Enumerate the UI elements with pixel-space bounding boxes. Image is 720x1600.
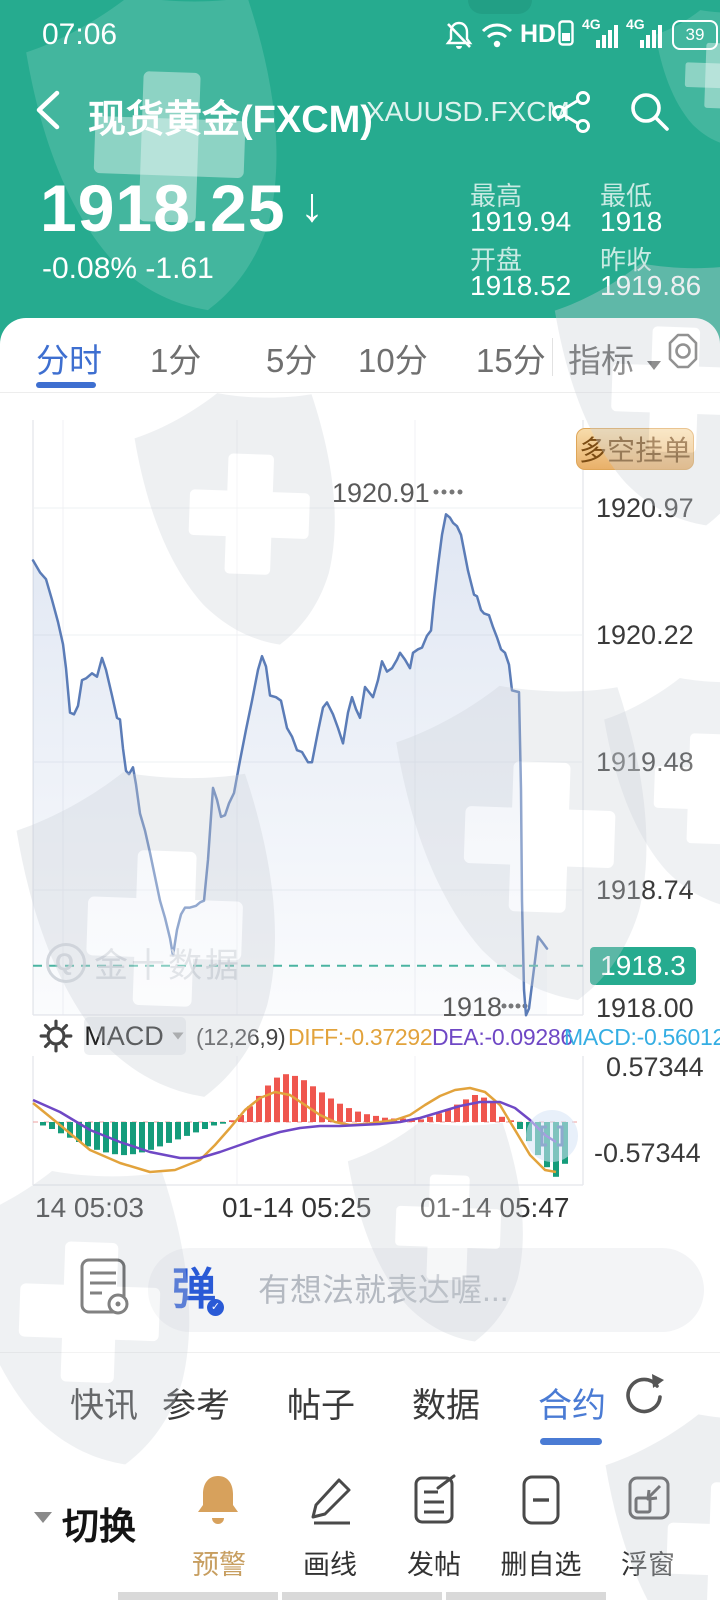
- stat-open-label: 开盘: [470, 245, 523, 275]
- price-change: -0.08% -1.61: [42, 252, 214, 285]
- macd-dea-value: DEA:-0.09286: [432, 1024, 573, 1050]
- y-axis-label-5: 1918.00: [596, 993, 694, 1023]
- toolbar-post-label[interactable]: 发帖: [407, 1550, 461, 1580]
- mute-bell-icon: [445, 21, 473, 49]
- macd-params: (12,26,9): [196, 1024, 286, 1050]
- tabs-divider: [552, 338, 553, 376]
- divider: [0, 392, 720, 393]
- jin10-logo-icon: Q: [46, 942, 86, 983]
- next-row-peek: [118, 1592, 278, 1600]
- camera-notch: [468, 0, 532, 14]
- divider: [0, 1352, 720, 1353]
- refresh-icon[interactable]: [620, 1370, 666, 1416]
- news-note-icon[interactable]: [76, 1256, 134, 1320]
- tab-10min[interactable]: 10分: [358, 342, 428, 379]
- x-axis-label-2: 01-14 05:25: [222, 1192, 372, 1223]
- tab-posts[interactable]: 帖子: [287, 1387, 355, 1425]
- x-axis-label-3: 01-14 05:47: [420, 1192, 570, 1223]
- stat-high-label: 最高: [470, 181, 523, 211]
- next-row-peek: [282, 1592, 442, 1600]
- draw-line-pencil-icon[interactable]: [306, 1474, 356, 1526]
- remove-watchlist-icon[interactable]: [518, 1472, 564, 1528]
- sim-icon: [558, 20, 574, 46]
- battery-icon: 39: [672, 20, 718, 50]
- y-axis-label-3: 1919.48: [596, 747, 694, 777]
- y-axis-label-4: 1918.74: [596, 875, 694, 905]
- macd-settings-gear-icon[interactable]: [38, 1018, 74, 1054]
- tab-active-underline: [36, 382, 96, 388]
- svg-text:4G: 4G: [582, 16, 601, 32]
- stat-low-value: 1918: [600, 206, 663, 237]
- comment-input[interactable]: [256, 1270, 640, 1310]
- toolbar-floatwindow-label[interactable]: 浮窗: [621, 1550, 675, 1580]
- tab-15min[interactable]: 15分: [476, 342, 546, 379]
- y-axis-label-2: 1920.22: [596, 620, 694, 650]
- stat-low-label: 最低: [600, 181, 653, 211]
- back-icon[interactable]: [32, 88, 64, 132]
- tab-data[interactable]: 数据: [412, 1387, 480, 1425]
- price-down-arrow-icon: ↓: [300, 179, 324, 232]
- page-title: 现货黄金(FXCM): [88, 99, 373, 141]
- indicator-caret-icon: [647, 361, 662, 370]
- alert-bell-icon[interactable]: [194, 1472, 242, 1528]
- toolbar-removewatch-label[interactable]: 删自选: [500, 1550, 582, 1580]
- switch-caret-icon: [34, 1512, 52, 1523]
- status-time: 07:06: [42, 18, 118, 51]
- stat-open-value: 1918.52: [470, 270, 572, 301]
- search-icon[interactable]: [626, 88, 672, 134]
- switch-instrument-button[interactable]: 切换: [62, 1506, 136, 1547]
- tab-5min[interactable]: 5分: [266, 342, 318, 379]
- high-annotation: 1920.91: [332, 478, 430, 508]
- tab-timeshare[interactable]: 分时: [36, 342, 102, 379]
- fullscreen-expand-button[interactable]: [526, 1110, 578, 1162]
- jin10-watermark: Q 金十数据: [46, 938, 242, 987]
- battery-level: 39: [685, 25, 705, 44]
- low-annotation: 1918: [442, 992, 503, 1022]
- floating-window-icon[interactable]: [624, 1472, 674, 1524]
- chart-settings-icon[interactable]: [662, 330, 704, 372]
- bottom-tab-underline: [540, 1438, 602, 1445]
- macd-caret-icon: [172, 1032, 184, 1040]
- tab-flash-news[interactable]: 快讯: [70, 1387, 138, 1425]
- macd-y-max: 0.57344: [606, 1052, 704, 1082]
- indicator-dropdown[interactable]: 指标: [568, 334, 662, 382]
- x-axis-label-1: 14 05:03: [35, 1192, 144, 1223]
- last-price: 1918.25: [40, 171, 286, 245]
- tab-1min[interactable]: 1分: [150, 342, 202, 379]
- hd-volte-icon: HD: [520, 20, 557, 48]
- long-short-orders-button[interactable]: 多空挂单: [576, 428, 694, 470]
- macd-indicator-selector[interactable]: MACD: [84, 1017, 186, 1055]
- tab-reference[interactable]: 参考: [162, 1387, 230, 1425]
- signal-4g-icon-1: 4G: [582, 16, 618, 48]
- signal-4g-icon-2: 4G: [626, 16, 662, 48]
- post-compose-icon[interactable]: [410, 1472, 460, 1528]
- macd-y-min: -0.57344: [594, 1138, 701, 1168]
- macd-value: MACD:-0.56012: [564, 1024, 720, 1050]
- toolbar-alert-label[interactable]: 预警: [192, 1550, 246, 1580]
- stat-prevclose-value: 1919.86: [600, 270, 702, 301]
- current-price-badge: 1918.3: [590, 947, 696, 985]
- danmaku-toggle[interactable]: 弹 ✓: [172, 1268, 224, 1316]
- share-icon[interactable]: [550, 90, 594, 134]
- macd-name: MACD: [84, 1020, 164, 1051]
- high-annotation-dots: [433, 489, 463, 495]
- wifi-icon: [481, 23, 513, 48]
- svg-text:4G: 4G: [626, 16, 645, 32]
- symbol-label: XAUUSD.FXCM: [366, 96, 570, 127]
- toolbar-drawline-label[interactable]: 画线: [303, 1550, 357, 1580]
- next-row-peek: [446, 1592, 606, 1600]
- y-axis-label-1: 1920.97: [596, 493, 694, 523]
- danmaku-check-icon: ✓: [207, 1299, 224, 1316]
- expand-brackets-icon: [540, 1125, 564, 1147]
- comment-input-container: 弹 ✓: [148, 1248, 704, 1332]
- tab-contract[interactable]: 合约: [538, 1387, 606, 1425]
- macd-diff-value: DIFF:-0.37292: [288, 1024, 433, 1050]
- stat-high-value: 1919.94: [470, 206, 572, 237]
